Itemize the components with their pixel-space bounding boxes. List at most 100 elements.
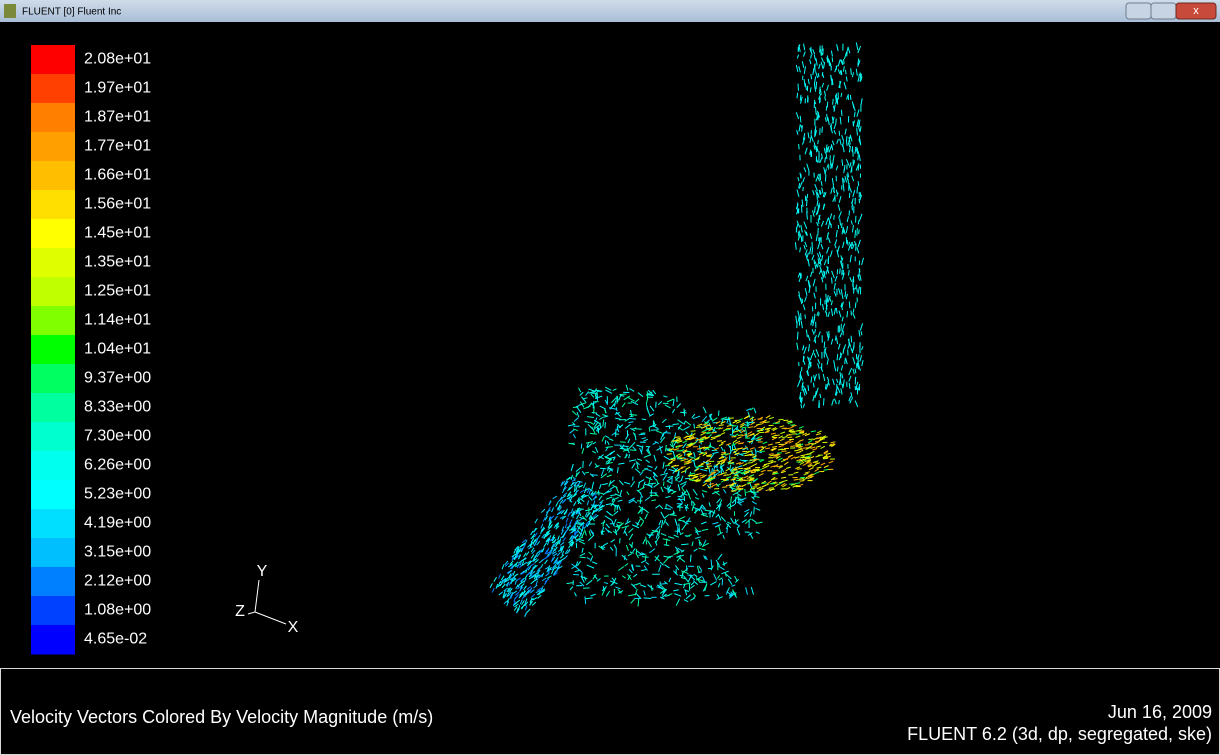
velocity-vector [586, 443, 593, 449]
velocity-vector [859, 73, 863, 82]
velocity-vector [544, 580, 548, 585]
velocity-vector [631, 462, 636, 469]
velocity-vector [816, 192, 818, 200]
velocity-vector [716, 593, 720, 599]
velocity-vector [858, 213, 863, 222]
velocity-vector [802, 447, 808, 449]
velocity-vector [547, 569, 551, 575]
velocity-vector [720, 461, 726, 465]
velocity-vector [749, 489, 754, 493]
velocity-vector [814, 374, 817, 380]
velocity-vector [586, 557, 591, 560]
velocity-vector [692, 506, 700, 511]
velocity-vector [647, 465, 653, 468]
velocity-vector [834, 65, 838, 73]
velocity-vector [857, 154, 859, 161]
velocity-vector [591, 516, 595, 522]
velocity-vector [534, 518, 538, 524]
velocity-vector [743, 424, 749, 427]
velocity-vector [807, 473, 813, 477]
velocity-vector [552, 566, 558, 571]
velocity-vector [541, 577, 547, 582]
velocity-vector [803, 221, 808, 229]
velocity-vector [555, 539, 561, 544]
velocity-vector [652, 475, 657, 481]
velocity-vector [700, 521, 707, 525]
velocity-vector [674, 476, 680, 481]
velocity-vector [583, 524, 588, 529]
velocity-vector [676, 526, 682, 534]
velocity-vector [840, 70, 843, 75]
velocity-vector [833, 187, 835, 193]
velocity-vector [561, 495, 567, 499]
velocity-vector [592, 450, 597, 454]
velocity-vector [854, 230, 857, 238]
velocity-vector [807, 361, 810, 370]
velocity-vector [673, 448, 679, 451]
velocity-vector [713, 573, 718, 581]
velocity-vector [817, 242, 821, 250]
velocity-vector [807, 334, 811, 342]
velocity-vector [587, 416, 594, 418]
velocity-vector [785, 486, 791, 490]
velocity-vector [747, 462, 753, 464]
velocity-vector [628, 497, 636, 502]
velocity-vector [857, 181, 860, 187]
velocity-vector [726, 424, 732, 427]
velocity-vector [619, 393, 627, 396]
velocity-vector [780, 459, 786, 463]
velocity-vector [529, 600, 533, 606]
velocity-vector [745, 467, 751, 471]
velocity-vector [787, 420, 793, 425]
velocity-vector [528, 545, 533, 550]
velocity-vector [673, 432, 677, 440]
velocity-vector [818, 63, 821, 70]
velocity-vector [765, 447, 771, 450]
velocity-vector [571, 564, 578, 570]
velocity-vector [531, 533, 536, 539]
velocity-vector [531, 601, 537, 606]
velocity-vector [813, 54, 817, 61]
velocity-vector [733, 433, 739, 437]
velocity-vector [681, 523, 687, 531]
colorbar-band [31, 132, 75, 162]
window-controls[interactable]: x [1125, 2, 1217, 20]
velocity-vector [691, 541, 694, 547]
velocity-vector [557, 535, 560, 541]
velocity-vector [848, 182, 851, 188]
velocity-vector [654, 466, 658, 471]
minimize-button[interactable] [1125, 2, 1152, 20]
velocity-vector [764, 431, 770, 434]
velocity-vector [707, 474, 712, 479]
colorbar-band [31, 219, 75, 249]
velocity-vector [851, 244, 855, 249]
colorbar-band [31, 567, 75, 597]
velocity-vector [823, 455, 829, 459]
velocity-vector [822, 457, 828, 460]
velocity-vector [519, 560, 523, 566]
velocity-vector [495, 583, 499, 589]
velocity-vector [800, 321, 803, 329]
velocity-vector [577, 522, 585, 525]
velocity-vector [706, 480, 712, 483]
velocity-vector [623, 481, 631, 485]
velocity-vector [546, 575, 552, 579]
velocity-vector [814, 441, 820, 444]
velocity-vector [621, 525, 630, 529]
velocity-vector [709, 510, 716, 514]
velocity-vector [678, 523, 681, 532]
velocity-vector [730, 466, 734, 472]
close-button[interactable] [1175, 2, 1217, 20]
velocity-vector [844, 357, 846, 365]
velocity-vector [581, 531, 585, 538]
velocity-vector [842, 347, 845, 355]
velocity-vector [620, 444, 625, 449]
velocity-vector [841, 59, 844, 65]
velocity-vector [569, 586, 574, 591]
velocity-vector [522, 589, 526, 595]
velocity-vector [586, 521, 591, 527]
velocity-vector [851, 225, 854, 233]
velocity-vector [664, 508, 672, 510]
maximize-button[interactable] [1150, 2, 1177, 20]
velocity-vector [846, 310, 849, 318]
